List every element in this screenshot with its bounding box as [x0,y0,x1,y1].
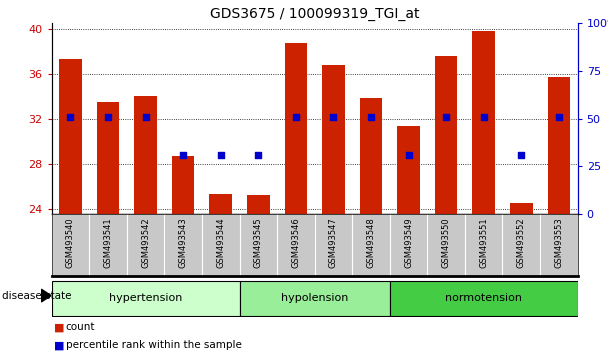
Text: GSM493551: GSM493551 [479,217,488,268]
Bar [510,203,533,214]
Polygon shape [41,289,51,302]
Bar [285,43,307,214]
Point [328,114,338,120]
Text: percentile rank within the sample: percentile rank within the sample [66,340,241,350]
Text: GSM493543: GSM493543 [179,217,188,268]
FancyBboxPatch shape [390,281,578,316]
Point [103,114,113,120]
Text: GSM493545: GSM493545 [254,217,263,268]
Bar [134,96,157,214]
Text: GSM493552: GSM493552 [517,217,526,268]
Point [554,114,564,120]
Bar [209,194,232,214]
Point [140,114,150,120]
Text: GSM493544: GSM493544 [216,217,225,268]
Point [479,114,489,120]
Point [178,152,188,158]
Text: count: count [66,322,95,332]
Text: hypertension: hypertension [109,293,182,303]
Point [366,114,376,120]
Text: ■: ■ [54,322,64,332]
Bar [97,102,119,214]
Point [441,114,451,120]
Bar [397,126,420,214]
Point [291,114,301,120]
Bar [548,77,570,214]
Text: GSM493546: GSM493546 [291,217,300,268]
Text: GSM493550: GSM493550 [441,217,451,268]
Text: GSM493541: GSM493541 [103,217,112,268]
Text: GSM493549: GSM493549 [404,217,413,268]
FancyBboxPatch shape [52,281,240,316]
FancyBboxPatch shape [240,281,390,316]
Point [216,152,226,158]
Text: hypolension: hypolension [281,293,348,303]
Bar [322,65,345,214]
Point [66,114,75,120]
Bar [247,195,269,214]
Bar [360,98,382,214]
Text: normotension: normotension [445,293,522,303]
Point [516,152,526,158]
Bar [472,31,495,214]
Bar [59,59,81,214]
Text: GSM493540: GSM493540 [66,217,75,268]
Title: GDS3675 / 100099319_TGI_at: GDS3675 / 100099319_TGI_at [210,7,420,21]
Bar [435,56,457,214]
Text: disease state: disease state [2,291,72,301]
Bar [172,156,195,214]
Point [254,152,263,158]
Text: GSM493548: GSM493548 [367,217,376,268]
Point [404,152,413,158]
Text: GSM493547: GSM493547 [329,217,338,268]
Text: GSM493542: GSM493542 [141,217,150,268]
Text: ■: ■ [54,340,64,350]
Text: GSM493553: GSM493553 [554,217,564,268]
